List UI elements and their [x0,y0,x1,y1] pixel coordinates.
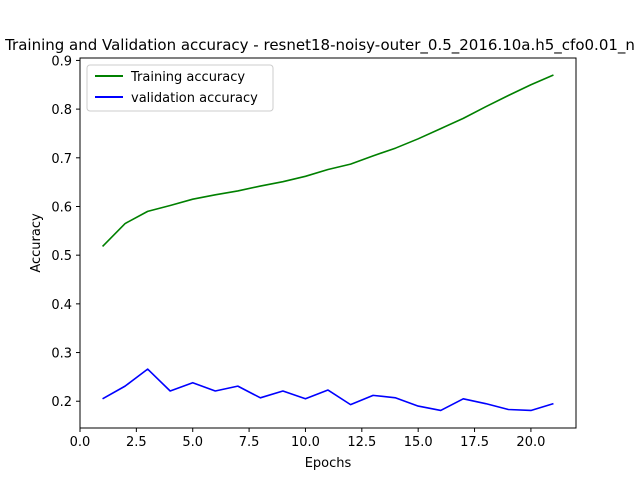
x-tick-label: 0.0 [70,435,91,450]
y-tick-label: 0.2 [51,395,72,410]
plot-frame [79,57,577,429]
y-tick-label: 0.8 [51,103,72,118]
x-tick-label: 17.5 [460,435,489,450]
legend-box [86,64,274,112]
x-tick-label: 15.0 [404,435,433,450]
x-tick-label: 20.0 [516,435,545,450]
y-tick-label: 0.9 [51,54,72,69]
x-tick-label: 7.5 [239,435,260,450]
legend: Training accuracy validation accuracy [86,64,274,112]
y-axis-label: Accuracy [29,213,44,273]
y-tick-label: 0.5 [51,249,72,264]
x-tick-label: 2.5 [126,435,147,450]
series-line-validation [102,368,554,412]
series-line-training [101,74,554,247]
series-lines [101,74,554,412]
x-tick-label: 5.0 [182,435,203,450]
y-tick-label: 0.4 [51,298,72,313]
x-axis-label: Epochs [305,456,352,471]
legend-label-validation: validation accuracy [131,91,258,106]
legend-label-training: Training accuracy [130,70,245,85]
y-axis: 0.2 0.3 0.4 0.5 0.6 0.7 0.8 0.9 [51,54,80,410]
x-tick-label: 12.5 [347,435,376,450]
x-axis: 0.0 2.5 5.0 7.5 10.0 12.5 15.0 17.5 20.0 [70,428,545,450]
x-tick-label: 10.0 [291,435,320,450]
y-tick-label: 0.7 [51,152,72,167]
chart-title: Training and Validation accuracy - resne… [4,36,635,55]
y-tick-label: 0.6 [51,200,72,215]
y-tick-label: 0.3 [51,347,72,362]
